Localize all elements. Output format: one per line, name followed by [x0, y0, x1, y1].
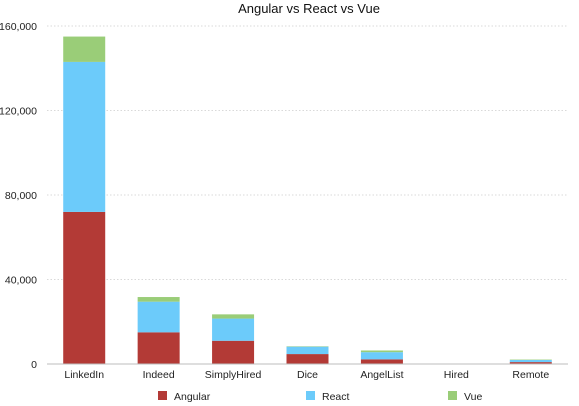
bar-segment-angular: [137, 332, 180, 364]
bar-segment-vue: [360, 350, 403, 353]
x-tick-label: Remote: [512, 369, 549, 381]
legend-label: React: [322, 391, 350, 403]
x-tick-label: AngelList: [360, 369, 403, 381]
bars: [63, 36, 552, 364]
bar-segment-react: [509, 359, 552, 363]
bar-segment-react: [212, 318, 255, 341]
legend-item-vue: Vue: [448, 391, 482, 403]
bar-segment-vue: [63, 36, 106, 62]
bar-segment-react: [137, 301, 180, 333]
legend-swatch: [306, 391, 315, 400]
bar-segment-angular: [212, 340, 255, 364]
y-tick-label: 0: [31, 359, 37, 371]
bar-segment-vue: [212, 314, 255, 319]
gridlines: [47, 25, 568, 280]
x-tick-label: Dice: [297, 369, 318, 381]
bar-segment-angular: [63, 211, 106, 364]
bar-segment-react: [63, 61, 106, 212]
y-axis: 0 40,000 80,000 120,000 160,000: [0, 21, 37, 371]
legend: Angular React Vue: [158, 391, 482, 403]
y-tick-label: 40,000: [5, 275, 37, 287]
legend-swatch: [158, 391, 167, 400]
x-tick-label: Indeed: [143, 369, 175, 381]
x-tick-label: LinkedIn: [64, 369, 104, 381]
x-tick-label: SimplyHired: [205, 369, 262, 381]
bar-segment-react: [360, 352, 403, 360]
legend-item-angular: Angular: [158, 391, 211, 403]
x-axis: LinkedIn Indeed SimplyHired Dice AngelList Hi…: [47, 363, 568, 381]
y-tick-label: 80,000: [5, 190, 37, 202]
bar-segment-react: [286, 346, 329, 355]
y-tick-label: 160,000: [0, 21, 37, 33]
legend-label: Vue: [464, 391, 482, 403]
bar-segment-angular: [286, 354, 329, 364]
chart-title: Angular vs React vs Vue: [238, 1, 380, 16]
bar-segment-angular: [360, 359, 403, 364]
legend-label: Angular: [174, 391, 211, 403]
legend-swatch: [448, 391, 457, 400]
bar-segment-angular: [509, 362, 552, 364]
x-tick-label: Hired: [444, 369, 469, 381]
y-tick-label: 120,000: [0, 106, 37, 118]
bar-segment-vue: [137, 297, 180, 302]
legend-item-react: React: [306, 391, 350, 403]
